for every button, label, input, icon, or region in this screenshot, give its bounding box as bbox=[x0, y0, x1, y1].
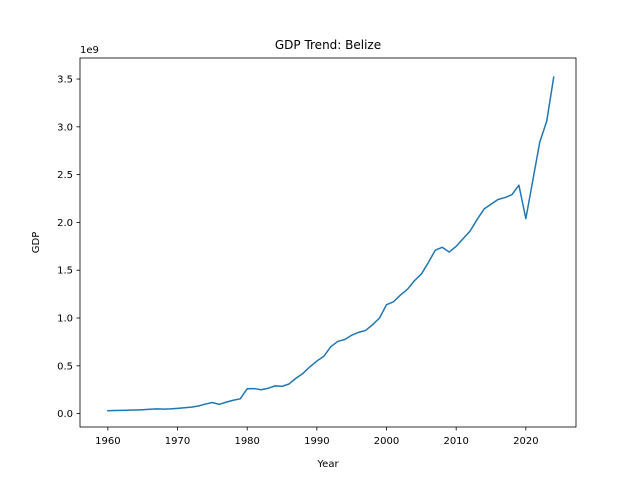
x-tick-label: 2000 bbox=[374, 436, 399, 447]
x-tick-label: 1980 bbox=[234, 436, 259, 447]
x-tick-label: 1960 bbox=[95, 436, 120, 447]
chart-title: GDP Trend: Belize bbox=[275, 38, 381, 52]
y-axis-label: GDP bbox=[31, 232, 42, 253]
y-tick-label: 0.0 bbox=[57, 409, 73, 420]
y-tick-label: 0.5 bbox=[57, 361, 73, 372]
x-tick-label: 2020 bbox=[513, 436, 538, 447]
x-axis-ticks: 1960 1970 1980 1990 2000 2010 2020 bbox=[95, 427, 539, 447]
y-tick-label: 3.0 bbox=[57, 122, 73, 133]
y-tick-label: 2.5 bbox=[57, 170, 73, 181]
x-axis-label: Year bbox=[316, 459, 339, 470]
y-axis-ticks: 0.0 0.5 1.0 1.5 2.0 2.5 3.0 3.5 bbox=[57, 75, 80, 420]
y-tick-label: 3.5 bbox=[57, 75, 73, 86]
y-tick-label: 2.0 bbox=[57, 218, 73, 229]
plot-area bbox=[80, 58, 576, 427]
plot-frame bbox=[79, 57, 577, 428]
x-tick-label: 1970 bbox=[165, 436, 190, 447]
x-tick-label: 1990 bbox=[304, 436, 329, 447]
x-tick-label: 2010 bbox=[443, 436, 468, 447]
y-tick-label: 1.0 bbox=[57, 314, 73, 325]
y-axis-multiplier: 1e9 bbox=[80, 45, 99, 56]
gdp-series-line bbox=[107, 76, 555, 412]
y-tick-label: 1.5 bbox=[57, 266, 73, 277]
